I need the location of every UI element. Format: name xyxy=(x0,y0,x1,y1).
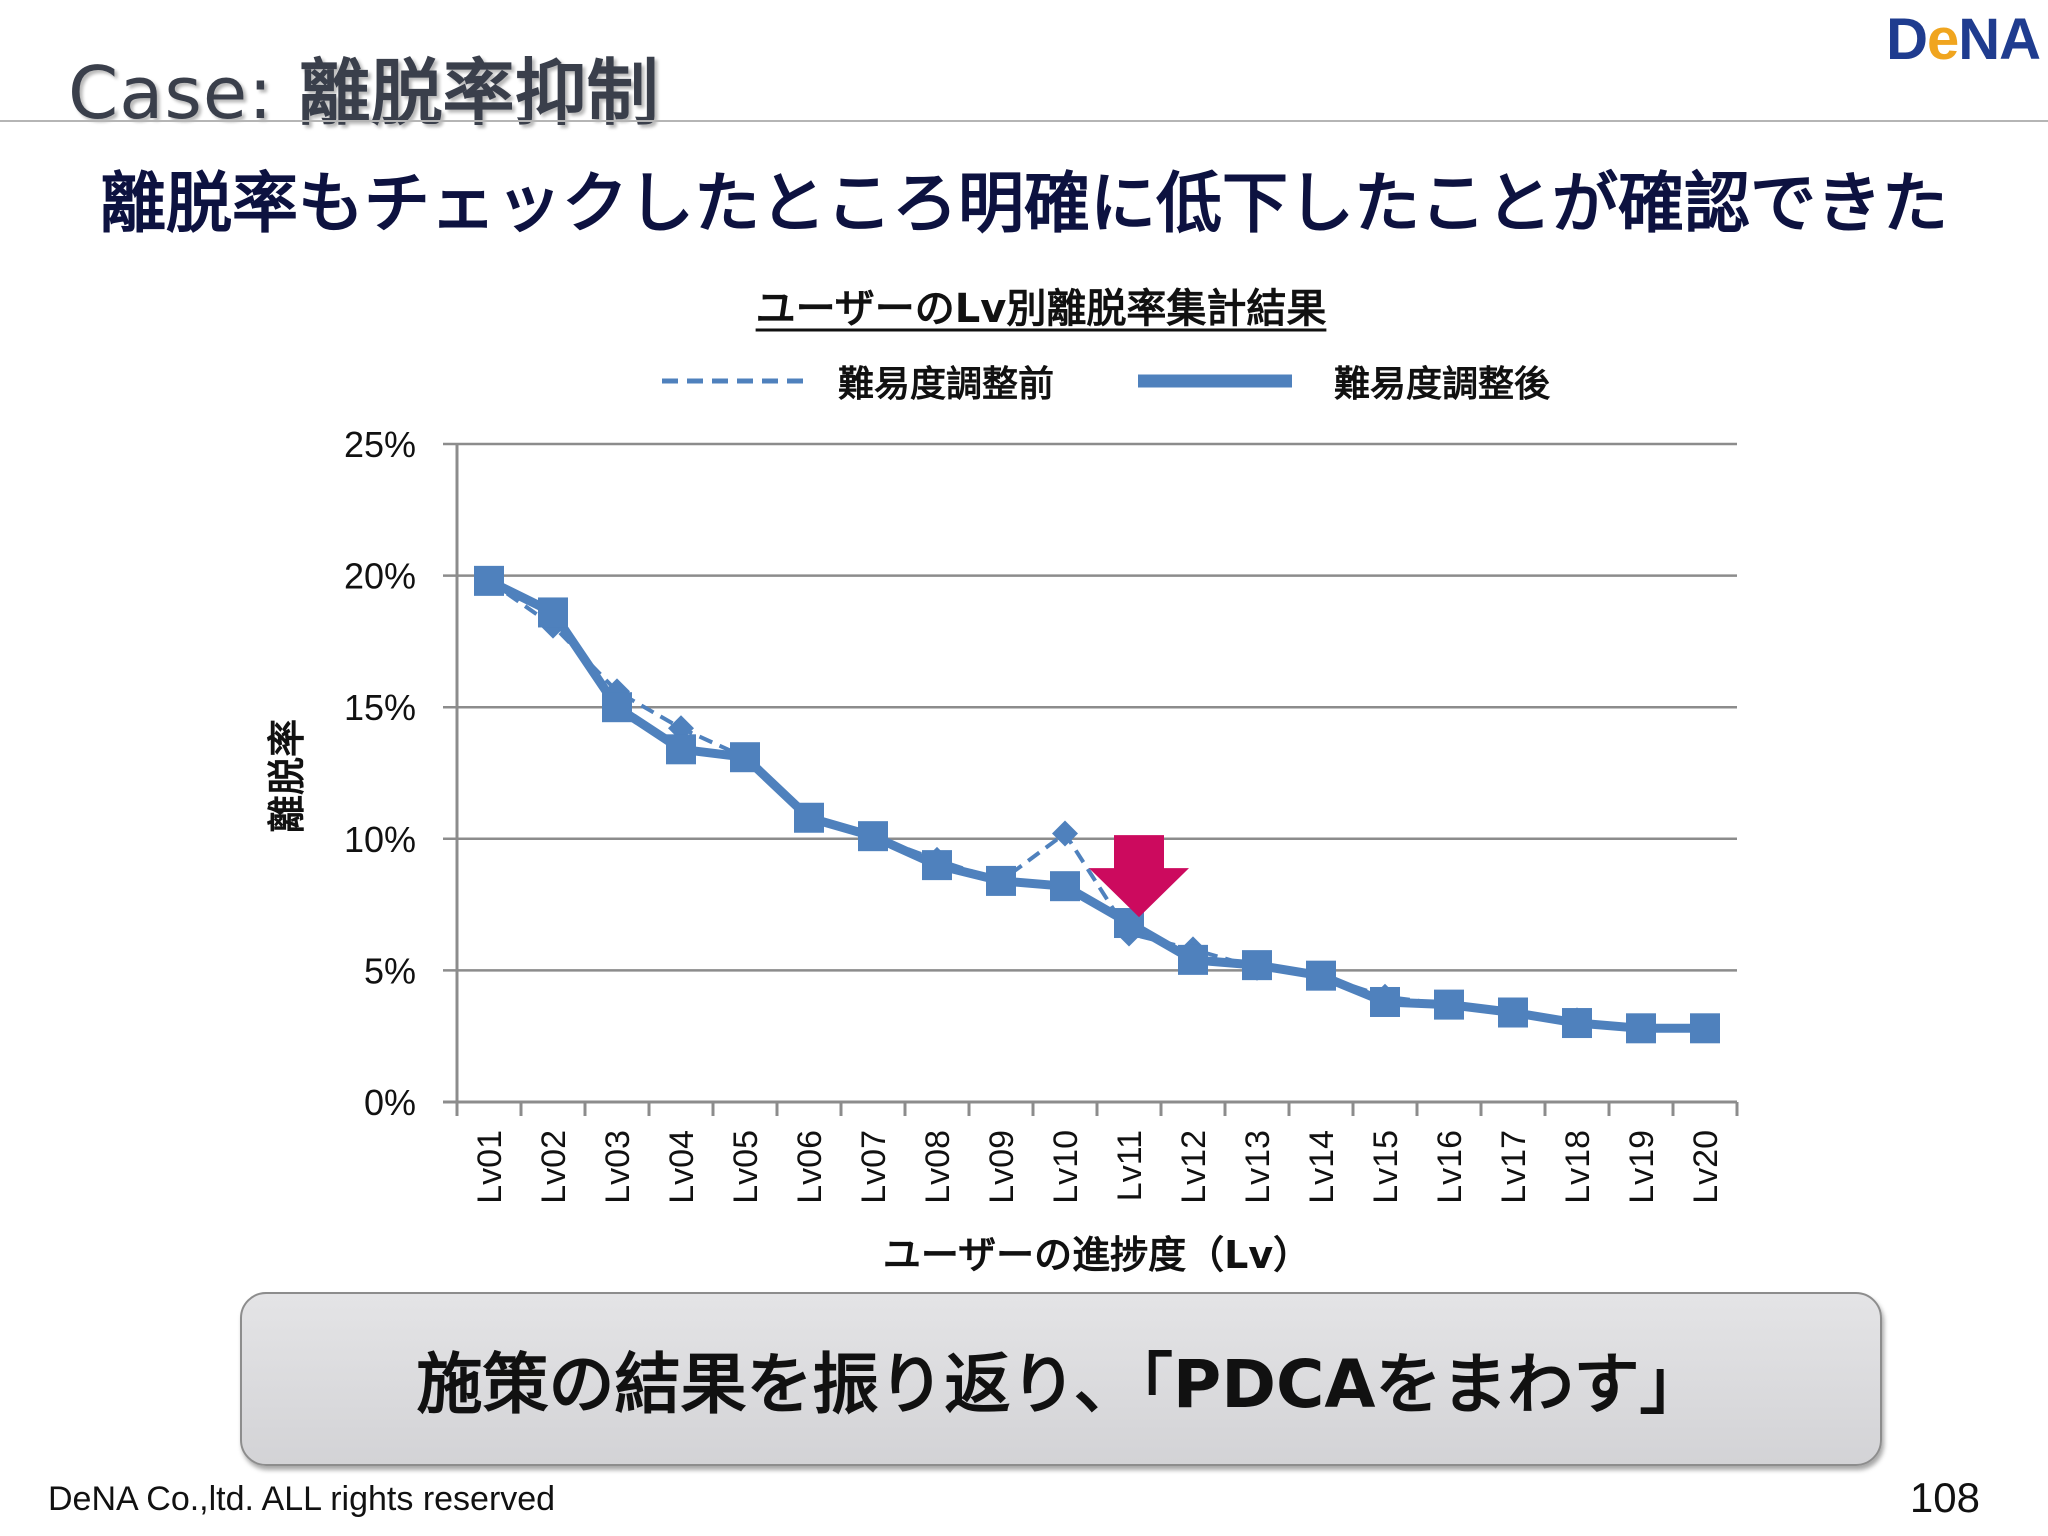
title-divider xyxy=(0,120,2048,122)
x-tick-label: Lv11 xyxy=(1111,1130,1149,1201)
x-tick-label: Lv12 xyxy=(1175,1130,1213,1204)
x-tick-label: Lv03 xyxy=(599,1130,637,1204)
x-tick-label: Lv14 xyxy=(1303,1130,1341,1204)
series-before-line xyxy=(487,579,1705,1031)
series-after-point xyxy=(1434,989,1464,1020)
series-after-point xyxy=(1178,944,1208,975)
y-tick-label: 5% xyxy=(364,950,416,991)
legend-label-after: 難易度調整後 xyxy=(1334,364,1551,405)
y-tick-label: 10% xyxy=(344,819,416,860)
y-tick-label: 20% xyxy=(344,556,416,597)
x-tick-label: Lv04 xyxy=(663,1130,701,1204)
series-after-point xyxy=(922,850,952,881)
x-tick-label: Lv05 xyxy=(727,1130,765,1204)
y-tick-label: 25% xyxy=(344,424,416,465)
series-after-point xyxy=(1498,997,1528,1028)
x-tick-label: Lv15 xyxy=(1367,1130,1405,1204)
x-tick-label: Lv13 xyxy=(1239,1130,1277,1204)
series-after-point xyxy=(730,742,760,773)
logo-letters-na: NA xyxy=(1958,7,2041,72)
x-tick-label: Lv02 xyxy=(535,1130,573,1204)
series-after-point xyxy=(666,734,696,765)
series-before-point xyxy=(1052,820,1078,847)
x-tick-label: Lv07 xyxy=(855,1130,893,1204)
series-after-point xyxy=(1242,950,1272,981)
x-tick-label: Lv18 xyxy=(1559,1130,1597,1204)
x-tick-label: Lv08 xyxy=(919,1130,957,1204)
series-after-point xyxy=(1690,1013,1720,1044)
page-number: 108 xyxy=(1909,1474,1980,1521)
callout-box: 施策の結果を振り返り、「PDCAをまわす」 xyxy=(240,1292,1882,1466)
series-after-point xyxy=(986,865,1016,896)
series-after-point xyxy=(538,597,568,628)
y-tick-label: 0% xyxy=(364,1082,416,1123)
series-after-point xyxy=(474,565,504,596)
chart-title: ユーザーのLv別離脱率集計結果 xyxy=(756,286,1327,332)
copyright-footer: DeNA Co.,ltd. ALL rights reserved xyxy=(48,1480,556,1518)
series-after-point xyxy=(794,802,824,833)
x-tick-label: Lv16 xyxy=(1431,1130,1469,1204)
logo-letter-d: D xyxy=(1886,7,1928,72)
x-tick-label: Lv19 xyxy=(1623,1130,1661,1204)
down-arrow-icon xyxy=(1089,835,1189,918)
series-after-point xyxy=(1050,871,1080,902)
series-after-point xyxy=(1306,960,1336,991)
callout-text: 施策の結果を振り返り、「PDCAをまわす」 xyxy=(416,1346,1706,1423)
x-tick-label: Lv01 xyxy=(471,1130,509,1204)
series-after-point xyxy=(1626,1013,1656,1044)
logo-letter-e: e xyxy=(1926,7,1959,72)
series-after-point xyxy=(858,821,888,852)
series-after-line xyxy=(487,576,1705,1033)
series-after-point xyxy=(1562,1008,1592,1039)
x-axis-label: ユーザーの進捗度（Lv） xyxy=(883,1233,1311,1277)
y-axis-label: 離脱率 xyxy=(265,719,309,833)
headline: 離脱率もチェックしたところ明確に低下したことが確認できた xyxy=(100,165,1948,242)
legend-label-before: 難易度調整前 xyxy=(838,364,1054,405)
series-after-point xyxy=(602,692,632,723)
x-tick-label: Lv10 xyxy=(1047,1130,1085,1204)
x-tick-label: Lv17 xyxy=(1495,1130,1533,1204)
dena-logo: DeNA xyxy=(1886,6,2041,73)
series-after-point xyxy=(1370,986,1400,1017)
x-tick-label: Lv06 xyxy=(791,1130,829,1204)
y-tick-label: 15% xyxy=(344,687,416,728)
x-tick-label: Lv09 xyxy=(983,1130,1021,1204)
x-tick-label: Lv20 xyxy=(1687,1130,1725,1204)
